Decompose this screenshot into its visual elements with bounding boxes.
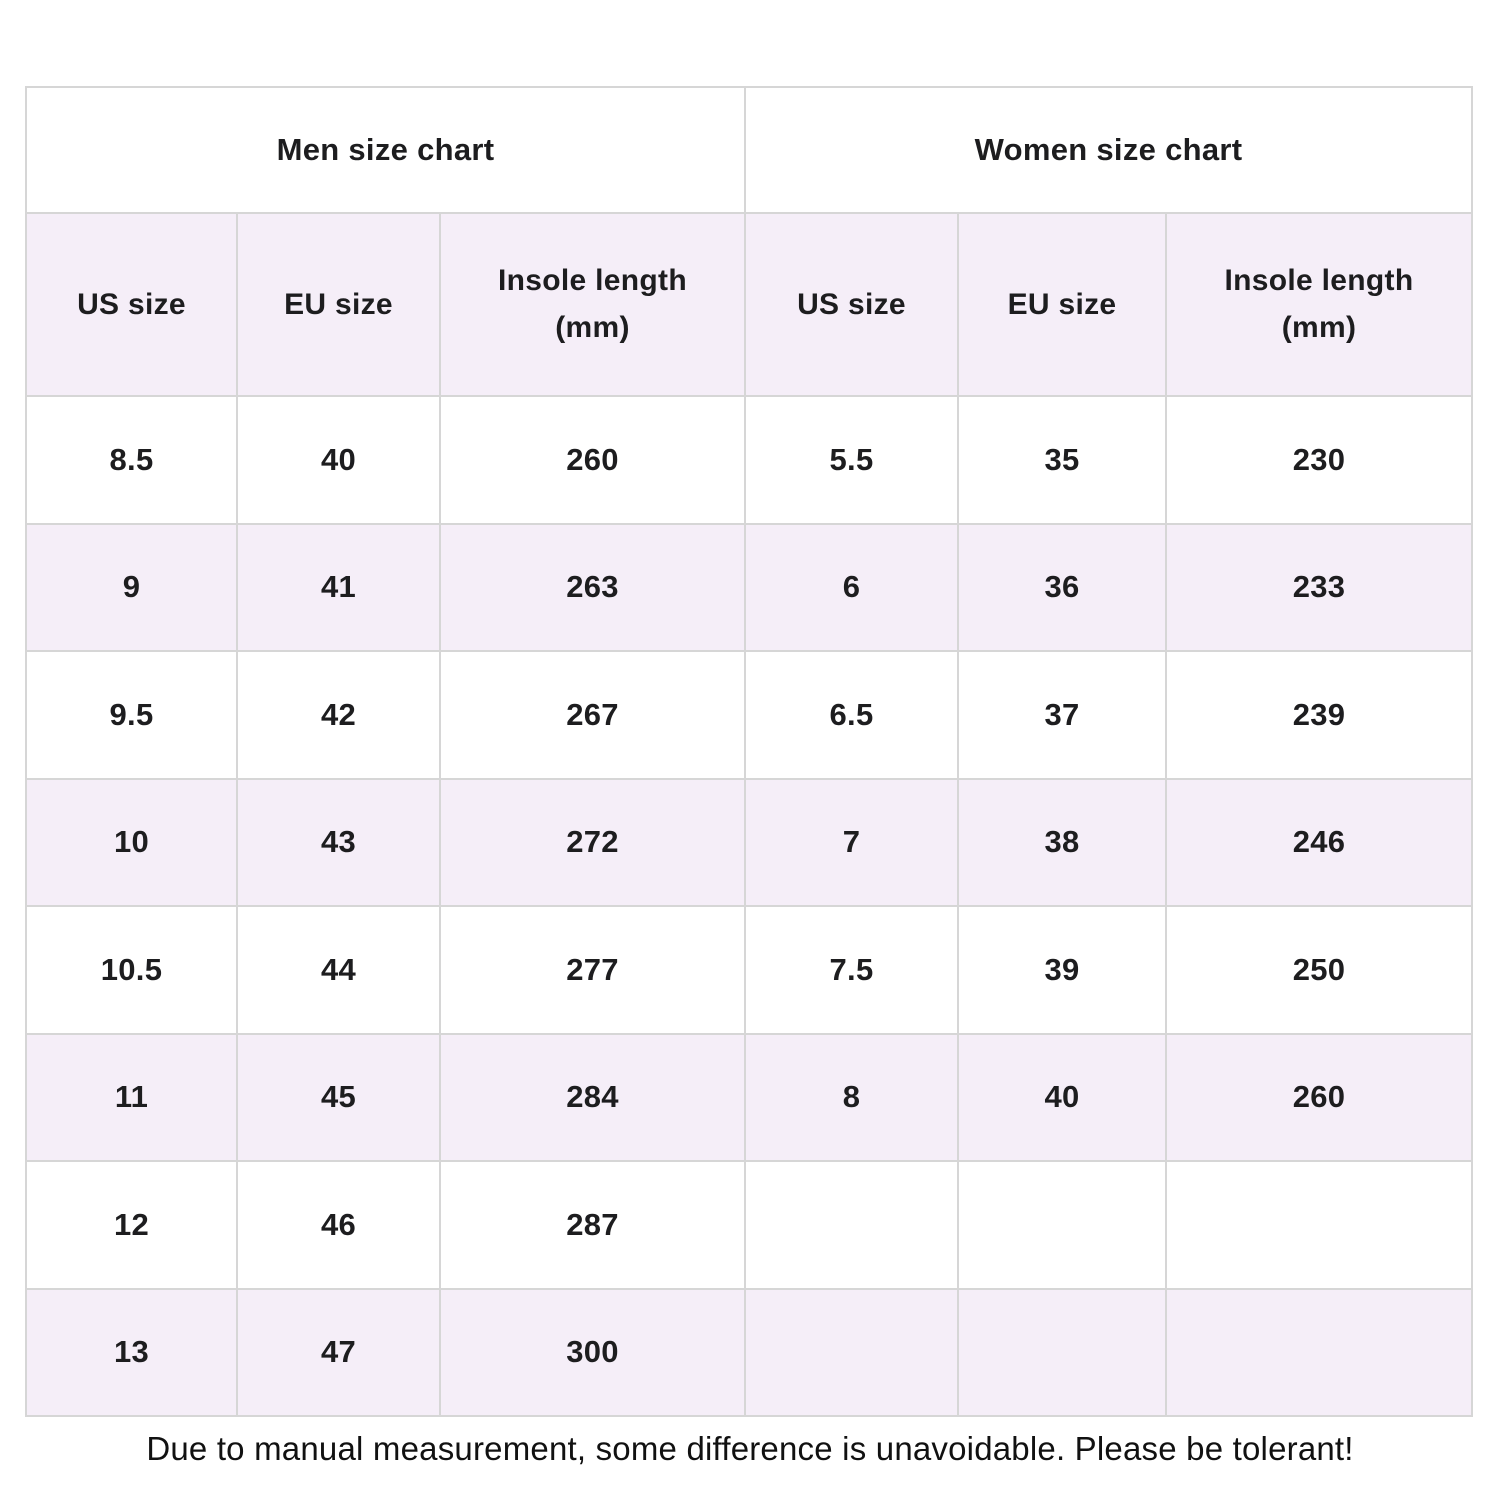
- women-eu-cell: 37: [959, 652, 1167, 780]
- women-insole-cell: 233: [1167, 524, 1473, 652]
- table-row: 9.5 42 267 6.5 37 239: [27, 652, 1473, 780]
- men-us-cell: 11: [27, 1034, 238, 1162]
- men-eu-cell: 47: [238, 1289, 441, 1417]
- men-eu-cell: 43: [238, 779, 441, 907]
- men-eu-cell: 45: [238, 1034, 441, 1162]
- men-eu-cell: 46: [238, 1162, 441, 1290]
- women-eu-cell: 40: [959, 1034, 1167, 1162]
- table-header-row: US size EU size Insole length (mm) US si…: [27, 214, 1473, 397]
- women-insole-cell: 250: [1167, 907, 1473, 1035]
- table-row: 10.5 44 277 7.5 39 250: [27, 907, 1473, 1035]
- women-header-us-size: US size: [746, 214, 959, 397]
- women-header-insole-label: Insole length (mm): [1224, 264, 1414, 344]
- women-insole-cell: [1167, 1162, 1473, 1290]
- men-header-us-size: US size: [27, 214, 238, 397]
- men-eu-cell: 44: [238, 907, 441, 1035]
- measurement-disclaimer: Due to manual measurement, some differen…: [146, 1430, 1354, 1467]
- women-insole-cell: 239: [1167, 652, 1473, 780]
- women-eu-cell: 39: [959, 907, 1167, 1035]
- women-us-cell: 8: [746, 1034, 959, 1162]
- women-us-cell: 5.5: [746, 397, 959, 525]
- men-insole-cell: 284: [441, 1034, 746, 1162]
- women-header-insole-length: Insole length (mm): [1167, 214, 1473, 397]
- men-us-cell: 10: [27, 779, 238, 907]
- women-eu-cell: 35: [959, 397, 1167, 525]
- men-us-cell: 9.5: [27, 652, 238, 780]
- men-header-insole-label: Insole length (mm): [498, 264, 687, 344]
- women-us-cell: 7: [746, 779, 959, 907]
- women-insole-cell: 260: [1167, 1034, 1473, 1162]
- table-row: 10 43 272 7 38 246: [27, 779, 1473, 907]
- women-us-cell: 6: [746, 524, 959, 652]
- women-us-cell: [746, 1162, 959, 1290]
- men-us-cell: 12: [27, 1162, 238, 1290]
- men-header-insole-length: Insole length (mm): [441, 214, 746, 397]
- women-eu-cell: [959, 1162, 1167, 1290]
- women-us-cell: 7.5: [746, 907, 959, 1035]
- size-chart-table: Men size chart Women size chart US size …: [25, 86, 1473, 1417]
- men-insole-cell: 277: [441, 907, 746, 1035]
- table-title-row: Men size chart Women size chart: [27, 88, 1473, 214]
- women-insole-cell: 246: [1167, 779, 1473, 907]
- men-insole-cell: 260: [441, 397, 746, 525]
- women-chart-title: Women size chart: [746, 88, 1473, 214]
- women-eu-cell: [959, 1289, 1167, 1417]
- table-row: 9 41 263 6 36 233: [27, 524, 1473, 652]
- women-insole-cell: [1167, 1289, 1473, 1417]
- women-us-cell: 6.5: [746, 652, 959, 780]
- men-us-cell: 8.5: [27, 397, 238, 525]
- table-row: 12 46 287: [27, 1162, 1473, 1290]
- men-eu-cell: 41: [238, 524, 441, 652]
- men-eu-cell: 42: [238, 652, 441, 780]
- men-insole-cell: 300: [441, 1289, 746, 1417]
- men-eu-cell: 40: [238, 397, 441, 525]
- men-insole-cell: 263: [441, 524, 746, 652]
- men-insole-cell: 267: [441, 652, 746, 780]
- men-insole-cell: 287: [441, 1162, 746, 1290]
- table-row: 11 45 284 8 40 260: [27, 1034, 1473, 1162]
- men-us-cell: 10.5: [27, 907, 238, 1035]
- men-us-cell: 9: [27, 524, 238, 652]
- women-us-cell: [746, 1289, 959, 1417]
- women-insole-cell: 230: [1167, 397, 1473, 525]
- table-row: 13 47 300: [27, 1289, 1473, 1417]
- men-chart-title: Men size chart: [27, 88, 746, 214]
- women-eu-cell: 38: [959, 779, 1167, 907]
- men-insole-cell: 272: [441, 779, 746, 907]
- women-header-eu-size: EU size: [959, 214, 1167, 397]
- table-row: 8.5 40 260 5.5 35 230: [27, 397, 1473, 525]
- men-us-cell: 13: [27, 1289, 238, 1417]
- men-header-eu-size: EU size: [238, 214, 441, 397]
- women-eu-cell: 36: [959, 524, 1167, 652]
